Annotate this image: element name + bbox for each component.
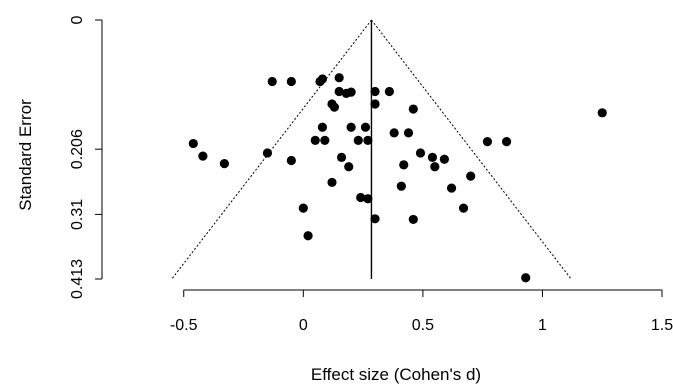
data-point (384, 86, 394, 97)
data-point (317, 122, 328, 132)
data-point (327, 177, 337, 188)
data-point (403, 128, 414, 138)
data-point (346, 87, 356, 97)
data-point (446, 183, 457, 193)
data-point (396, 181, 406, 191)
data-point (360, 122, 371, 132)
data-point (286, 155, 296, 166)
data-point (389, 128, 399, 138)
data-point (310, 135, 320, 146)
data-point (298, 203, 308, 213)
data-point (482, 137, 493, 147)
x-tick-label: -0.5 (170, 317, 198, 334)
data-point (408, 214, 418, 225)
data-point (363, 135, 373, 146)
data-point (597, 108, 607, 118)
y-tick-label: 0 (69, 15, 86, 24)
data-point (198, 151, 208, 161)
y-axis-title: Standard Error (16, 99, 35, 211)
data-point (370, 214, 380, 224)
data-point (430, 162, 440, 172)
y-tick-label: 0.206 (69, 129, 86, 169)
funnel-right-boundary (371, 19, 572, 280)
data-point (353, 135, 363, 146)
data-point (303, 231, 313, 241)
data-point (320, 135, 330, 146)
data-point (346, 122, 356, 132)
data-point (399, 160, 409, 170)
y-tick-label: 0.31 (69, 199, 86, 230)
data-point (336, 152, 347, 162)
x-tick-label: 0 (299, 317, 308, 334)
data-point (439, 154, 449, 164)
data-point (317, 74, 328, 84)
y-axis: 0 0.206 0.31 0.413 (69, 15, 103, 299)
data-point (521, 273, 531, 283)
data-point (466, 171, 476, 181)
data-point (501, 137, 512, 147)
data-point (344, 162, 354, 172)
plot-area (171, 19, 607, 283)
x-tick-label: 1 (538, 317, 547, 334)
x-ticks: -0.5 0 0.5 1 1.5 (170, 290, 673, 334)
x-axis-title: Effect size (Cohen's d) (311, 365, 481, 384)
data-point (427, 152, 438, 162)
data-point (334, 86, 344, 97)
data-point (356, 192, 366, 203)
data-point (219, 159, 229, 169)
x-tick-label: 1.5 (651, 317, 673, 334)
data-points (188, 73, 607, 283)
data-point (267, 76, 277, 87)
data-point (408, 104, 418, 114)
x-tick-label: 0.5 (412, 317, 434, 334)
data-point (334, 73, 344, 83)
data-point (415, 148, 426, 158)
data-point (363, 194, 373, 204)
data-point (286, 76, 296, 87)
data-point (262, 148, 273, 158)
data-point (370, 99, 380, 109)
x-axis: -0.5 0 0.5 1 1.5 (170, 289, 673, 334)
funnel-left-boundary (171, 19, 372, 280)
y-ticks: 0 0.206 0.31 0.413 (69, 15, 102, 299)
data-point (188, 138, 198, 149)
y-tick-label: 0.413 (69, 259, 86, 299)
data-point (458, 203, 469, 213)
data-point (329, 102, 339, 112)
data-point (370, 86, 380, 97)
